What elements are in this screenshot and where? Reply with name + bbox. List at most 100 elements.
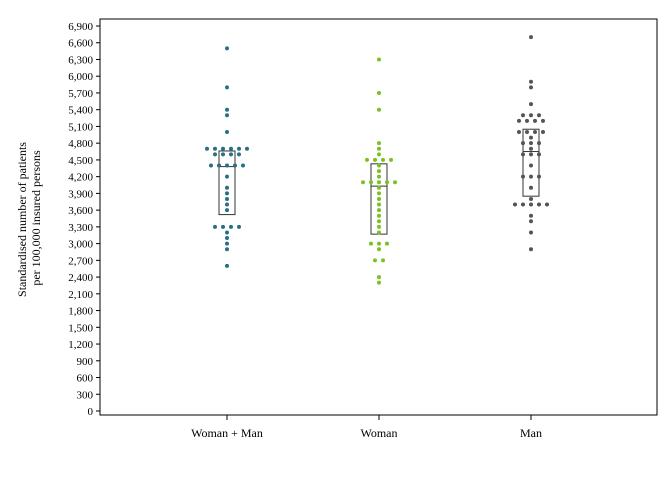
- data-point: [225, 191, 229, 196]
- data-point: [225, 174, 229, 179]
- data-point: [213, 224, 217, 229]
- y-tick-label: 300: [77, 389, 94, 401]
- y-tick-label: 3,900: [68, 188, 93, 200]
- data-point: [237, 224, 241, 229]
- data-point: [533, 118, 537, 123]
- data-point: [221, 152, 225, 157]
- data-point: [537, 152, 541, 157]
- data-point: [225, 202, 229, 207]
- data-point: [377, 219, 381, 224]
- data-point: [209, 163, 213, 168]
- data-point: [381, 157, 385, 162]
- x-tick-label: Man: [520, 426, 542, 440]
- data-point: [225, 241, 229, 246]
- data-point: [529, 35, 533, 40]
- y-tick-label: 2,100: [68, 289, 93, 301]
- data-point: [537, 141, 541, 146]
- data-point: [377, 152, 381, 157]
- data-point: [533, 130, 537, 135]
- data-point: [529, 174, 533, 179]
- data-point: [377, 185, 381, 190]
- y-tick-label: 0: [88, 406, 94, 418]
- y-tick-label: 5,100: [68, 121, 93, 133]
- data-point: [529, 113, 533, 118]
- data-point: [225, 130, 229, 135]
- data-point: [521, 202, 525, 207]
- box: [522, 128, 540, 197]
- y-tick-label: 4,800: [68, 138, 93, 150]
- y-tick-label: 1,800: [68, 306, 93, 318]
- data-point: [393, 180, 397, 185]
- data-point: [529, 141, 533, 146]
- data-point: [237, 146, 241, 151]
- data-point: [541, 118, 545, 123]
- data-point: [225, 263, 229, 268]
- data-point: [245, 146, 249, 151]
- data-point: [529, 146, 533, 151]
- data-point: [241, 163, 245, 168]
- data-point: [529, 85, 533, 90]
- data-point: [529, 79, 533, 84]
- data-point: [545, 202, 549, 207]
- data-point: [221, 146, 225, 151]
- data-point: [377, 275, 381, 280]
- data-point: [377, 196, 381, 201]
- data-point: [373, 258, 377, 263]
- y-axis: 0 300 600 900 1,200 1,500 1,800 2,100 2,400 2,700…: [68, 21, 100, 418]
- data-point: [529, 247, 533, 252]
- data-point: [377, 280, 381, 285]
- y-tick-label: 6,600: [68, 38, 93, 50]
- y-tick-label: 4,200: [68, 172, 93, 184]
- data-point: [385, 180, 389, 185]
- data-point: [365, 157, 369, 162]
- data-point: [537, 174, 541, 179]
- y-tick-label: 3,300: [68, 222, 93, 234]
- data-point: [377, 141, 381, 146]
- y-axis-title-line-2: per 100,000 insured persons: [29, 150, 43, 286]
- data-point: [377, 247, 381, 252]
- y-tick-label: 2,400: [68, 272, 93, 284]
- data-point: [225, 196, 229, 201]
- y-tick-label: 3,000: [68, 239, 93, 251]
- data-point: [237, 152, 241, 157]
- data-point: [225, 107, 229, 112]
- data-point: [225, 163, 229, 168]
- data-point: [377, 57, 381, 62]
- data-point: [525, 118, 529, 123]
- data-point: [377, 224, 381, 229]
- data-point: [529, 152, 533, 157]
- data-point: [541, 130, 545, 135]
- data-point: [225, 185, 229, 190]
- data-point: [517, 118, 521, 123]
- y-tick-label: 3,600: [68, 205, 93, 217]
- y-tick-label: 6,900: [68, 21, 93, 33]
- data-point: [529, 213, 533, 218]
- x-axis: Woman + Man Woman Man: [191, 415, 542, 440]
- data-point: [377, 241, 381, 246]
- data-point: [233, 163, 237, 168]
- data-point: [229, 152, 233, 157]
- data-point: [229, 224, 233, 229]
- data-point: [369, 241, 373, 246]
- data-point: [213, 152, 217, 157]
- box: [218, 150, 236, 216]
- data-point: [529, 102, 533, 107]
- data-point: [377, 213, 381, 218]
- data-point: [537, 202, 541, 207]
- data-point: [377, 146, 381, 151]
- data-point: [225, 113, 229, 118]
- data-point: [537, 113, 541, 118]
- y-tick-label: 600: [77, 373, 94, 385]
- y-tick-label: 5,700: [68, 88, 93, 100]
- y-tick-label: 1,200: [68, 339, 93, 351]
- y-tick-label: 6,000: [68, 71, 93, 83]
- y-tick-label: 4,500: [68, 155, 93, 167]
- data-point: [529, 219, 533, 224]
- data-point: [381, 258, 385, 263]
- data-point: [521, 113, 525, 118]
- data-point: [221, 224, 225, 229]
- data-point: [225, 85, 229, 90]
- data-point: [529, 135, 533, 140]
- data-point: [521, 141, 525, 146]
